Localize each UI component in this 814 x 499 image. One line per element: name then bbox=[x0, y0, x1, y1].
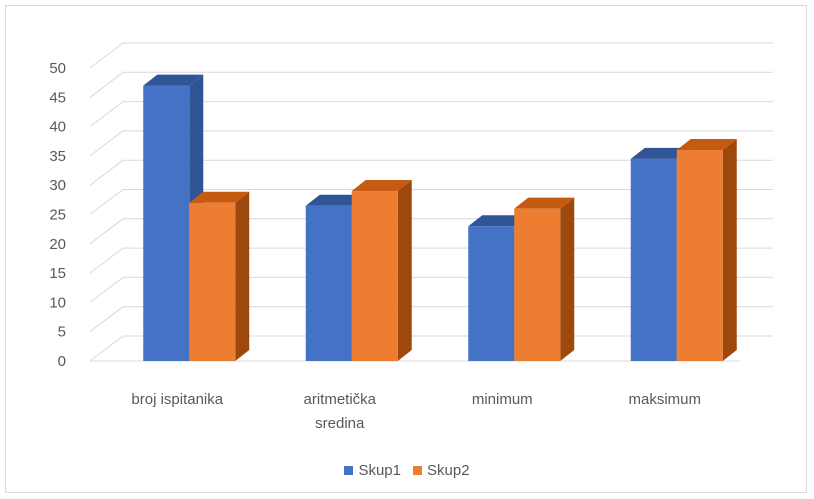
x-tick-label: sredina bbox=[315, 415, 365, 432]
y-tick-label: 50 bbox=[49, 60, 66, 77]
gridline-side bbox=[89, 189, 124, 215]
x-tick-label: broj ispitanika bbox=[131, 391, 223, 408]
bar bbox=[468, 226, 515, 361]
bar-top bbox=[676, 139, 737, 151]
x-tick-label: aritmetička bbox=[303, 391, 376, 408]
legend: Skup1 Skup2 bbox=[0, 462, 814, 479]
gridline-side bbox=[89, 71, 124, 98]
bar bbox=[305, 205, 352, 361]
y-tick-label: 25 bbox=[49, 207, 66, 224]
y-tick-label: 15 bbox=[49, 265, 66, 282]
gridline-side bbox=[89, 42, 124, 69]
bar-side bbox=[722, 139, 737, 361]
bar bbox=[351, 191, 398, 361]
y-tick-label: 0 bbox=[58, 353, 66, 370]
bar-top bbox=[189, 191, 250, 203]
y-tick-label: 45 bbox=[49, 89, 66, 106]
legend-item-skup2: Skup2 bbox=[413, 462, 470, 479]
gridline-side bbox=[89, 159, 124, 186]
y-tick-label: 10 bbox=[49, 294, 66, 311]
gridline-side bbox=[89, 277, 124, 303]
bar bbox=[676, 150, 723, 361]
gridline-side bbox=[89, 335, 124, 362]
bar bbox=[630, 158, 677, 361]
bar-top bbox=[351, 180, 412, 192]
y-tick-label: 35 bbox=[49, 148, 66, 165]
bar-top bbox=[305, 194, 366, 206]
bar bbox=[514, 208, 561, 361]
bar-top bbox=[143, 74, 204, 86]
x-tick-label: maksimum bbox=[628, 391, 701, 408]
legend-swatch-skup2 bbox=[413, 466, 422, 475]
gridline-side bbox=[89, 101, 124, 127]
bar-side bbox=[397, 180, 412, 361]
legend-swatch-skup1 bbox=[344, 466, 354, 475]
bar bbox=[189, 202, 236, 361]
bar-side bbox=[235, 191, 250, 361]
y-tick-label: 20 bbox=[49, 236, 66, 253]
gridline-side bbox=[89, 247, 124, 274]
bar bbox=[143, 85, 190, 361]
bar-side bbox=[560, 197, 575, 361]
legend-label-skup2: Skup2 bbox=[427, 462, 470, 479]
bar-top bbox=[630, 147, 691, 159]
legend-item-skup1: Skup1 bbox=[344, 462, 401, 479]
gridline-side bbox=[89, 306, 124, 333]
y-tick-label: 30 bbox=[49, 177, 66, 194]
bar-top bbox=[468, 215, 529, 227]
bar-top bbox=[514, 197, 575, 209]
y-tick-label: 5 bbox=[58, 324, 66, 341]
gridline-side bbox=[89, 130, 124, 157]
gridline-side bbox=[89, 218, 124, 245]
y-tick-label: 40 bbox=[49, 119, 66, 136]
legend-label-skup1: Skup1 bbox=[358, 462, 401, 479]
x-tick-label: minimum bbox=[472, 391, 533, 408]
